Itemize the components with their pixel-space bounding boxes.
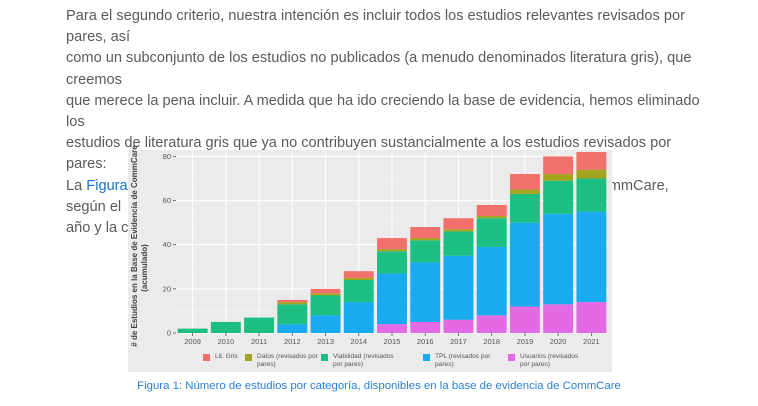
bar-segment xyxy=(443,218,474,230)
legend-label: TPL (revisados por pares) xyxy=(435,353,491,368)
legend-label: Viabilidad (revisados por pares) xyxy=(333,353,394,368)
bar-segment xyxy=(443,255,474,320)
bar-segment xyxy=(277,299,308,303)
legend-item: TPL (revisados por pares) xyxy=(423,353,499,369)
bar-segment xyxy=(277,324,308,333)
bar-segment xyxy=(277,304,308,325)
legend-swatch xyxy=(245,354,252,361)
bar-segment xyxy=(343,280,374,303)
y-tick-label: 20 xyxy=(163,284,171,293)
legend-item: Lit. Gris xyxy=(203,353,245,361)
legend-swatch xyxy=(203,354,210,361)
figure-caption: Figura 1: Número de estudios por categor… xyxy=(137,380,621,392)
bar-segment xyxy=(443,229,474,232)
x-tick-label: 2018 xyxy=(483,337,500,346)
bar-segment xyxy=(576,169,607,179)
intro-line-3: que merece la pena incluir. A medida que… xyxy=(66,92,700,131)
bar-segment xyxy=(343,302,374,333)
x-tick-label: 2017 xyxy=(450,337,467,346)
bar-segment xyxy=(509,222,540,307)
bar-segment xyxy=(443,231,474,256)
bar-segment xyxy=(310,293,341,296)
bar-segment xyxy=(343,277,374,281)
bar-segment xyxy=(443,319,474,333)
bar-segment xyxy=(576,211,607,303)
x-tick-label: 2011 xyxy=(251,337,267,346)
bar-segment xyxy=(410,238,441,241)
intro-line-5-start: La xyxy=(66,177,87,194)
y-tick-label: 40 xyxy=(163,240,171,249)
legend-label: Usuarios (revisados por pares) xyxy=(520,353,579,368)
x-tick-label: 2014 xyxy=(350,337,367,346)
x-tick-label: 2012 xyxy=(284,337,301,346)
y-tick-label: 0 xyxy=(167,329,171,338)
bar-segment xyxy=(476,246,507,316)
bar-segment xyxy=(509,193,540,223)
bar-segment xyxy=(377,324,407,333)
legend-item: Viabilidad (revisados por pares) xyxy=(321,353,397,369)
bar-segment xyxy=(177,328,208,333)
bar-segment xyxy=(377,273,407,325)
y-tick-label: 80 xyxy=(163,152,171,161)
intro-line-2: como un subconjunto de los estudios no p… xyxy=(66,50,692,88)
intro-line-1: Para el segundo criterio, nuestra intenc… xyxy=(66,8,685,46)
intro-line-4: estudios de literatura gris que ya no co… xyxy=(66,135,672,173)
x-tick-label: 2013 xyxy=(317,337,334,346)
legend-label: Lit. Gris xyxy=(215,353,238,360)
bar-segment xyxy=(509,189,540,194)
bar-segment xyxy=(576,178,607,212)
legend-swatch xyxy=(321,354,328,361)
bar-segment xyxy=(576,152,607,170)
bar-segment xyxy=(410,262,441,322)
bar-segment xyxy=(476,216,507,219)
x-tick-label: 2010 xyxy=(218,337,235,346)
bar-segment xyxy=(377,249,407,252)
y-axis-title-line-1: # de Estudios en la Base de Evidencia de… xyxy=(130,145,139,347)
bar-segment xyxy=(410,227,441,239)
bar-segment xyxy=(310,295,341,316)
bar-segment xyxy=(476,315,507,333)
legend-swatch xyxy=(508,354,515,361)
bar-segment xyxy=(343,271,374,278)
legend-item: Usuarios (revisados por pares) xyxy=(508,353,584,369)
bar-segment xyxy=(210,321,241,333)
bar-segment xyxy=(476,218,507,247)
bar-segment xyxy=(576,302,607,333)
bar-segment xyxy=(543,180,574,214)
figure-1-link[interactable]: Figura 1 xyxy=(86,177,140,194)
bar-segment xyxy=(244,317,275,333)
bar-segment xyxy=(543,304,574,333)
y-tick-label: 60 xyxy=(163,196,171,205)
bar-segment xyxy=(310,288,341,294)
bar-segment xyxy=(310,315,341,333)
chart-legend: Lit. Gris Datos (revisados por pares) Viab… xyxy=(203,353,623,375)
x-tick-label: 2016 xyxy=(417,337,434,346)
bar-segment xyxy=(543,156,574,175)
x-tick-label: 2019 xyxy=(517,337,534,346)
bar-segment xyxy=(277,302,308,305)
x-tick-label: 2020 xyxy=(550,337,567,346)
legend-label: Datos (revisados por pares) xyxy=(257,353,318,368)
y-axis-title-line-2: (acumulado) xyxy=(140,244,149,292)
legend-swatch xyxy=(423,354,430,361)
x-tick-label: 2015 xyxy=(384,337,401,346)
x-tick-label: 2009 xyxy=(184,337,201,346)
legend-item: Datos (revisados por pares) xyxy=(245,353,321,369)
x-tick-label: 2021 xyxy=(583,337,600,346)
bar-segment xyxy=(543,174,574,181)
bar-segment xyxy=(410,240,441,263)
bar-segment xyxy=(377,251,407,274)
bar-segment xyxy=(509,306,540,333)
bar-segment xyxy=(509,174,540,190)
bar-segment xyxy=(377,238,407,250)
bar-segment xyxy=(410,321,441,333)
bar-segment xyxy=(476,204,507,217)
bar-segment xyxy=(543,213,574,305)
